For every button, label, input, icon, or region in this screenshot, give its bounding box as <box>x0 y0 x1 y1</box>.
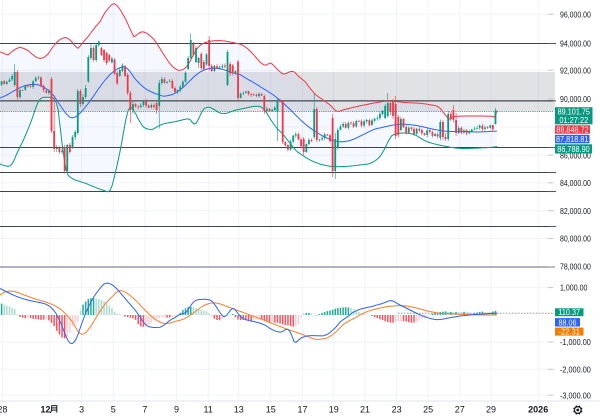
svg-text:01:27:22: 01:27:22 <box>559 116 588 125</box>
svg-text:88.06: 88.06 <box>559 318 577 327</box>
svg-text:-1,000.00: -1,000.00 <box>560 337 591 347</box>
svg-text:1,000.00: 1,000.00 <box>560 283 588 293</box>
svg-text:80,000.00: 80,000.00 <box>560 234 591 244</box>
svg-text:27: 27 <box>455 405 465 415</box>
svg-text:87,818.81: 87,818.81 <box>556 135 589 144</box>
svg-text:3: 3 <box>79 405 84 415</box>
svg-text:15: 15 <box>266 405 276 415</box>
svg-text:110.37: 110.37 <box>558 308 580 317</box>
svg-text:78,000.00: 78,000.00 <box>560 262 591 272</box>
svg-text:89,101.75: 89,101.75 <box>558 108 591 117</box>
svg-text:21: 21 <box>360 405 370 415</box>
svg-text:17: 17 <box>297 405 307 415</box>
svg-text:5: 5 <box>111 405 116 415</box>
svg-text:86,788.90: 86,788.90 <box>557 145 590 154</box>
svg-text:-3,000.00: -3,000.00 <box>560 390 591 400</box>
svg-text:84,000.00: 84,000.00 <box>560 178 591 188</box>
svg-text:-22.31: -22.31 <box>558 328 580 337</box>
svg-text:94,000.00: 94,000.00 <box>560 38 591 48</box>
svg-text:82,000.00: 82,000.00 <box>560 206 591 216</box>
svg-text:2026: 2026 <box>528 405 548 415</box>
svg-text:28: 28 <box>0 405 7 415</box>
svg-text:-2,000.00: -2,000.00 <box>560 364 591 374</box>
svg-text:11: 11 <box>204 405 213 415</box>
svg-text:12: 12 <box>40 405 50 415</box>
svg-text:7: 7 <box>142 405 147 415</box>
svg-text:90,000.00: 90,000.00 <box>560 94 591 104</box>
svg-text:96,000.00: 96,000.00 <box>560 9 591 19</box>
svg-text:9: 9 <box>174 405 179 415</box>
svg-text:13: 13 <box>234 405 244 415</box>
svg-text:23: 23 <box>392 405 402 415</box>
svg-text:19: 19 <box>329 405 339 415</box>
svg-text:92,000.00: 92,000.00 <box>560 65 591 75</box>
svg-text:29: 29 <box>486 405 496 415</box>
svg-text:86,000.00: 86,000.00 <box>560 150 591 160</box>
svg-text:25: 25 <box>423 405 433 415</box>
svg-text:88,848.72: 88,848.72 <box>556 126 589 135</box>
